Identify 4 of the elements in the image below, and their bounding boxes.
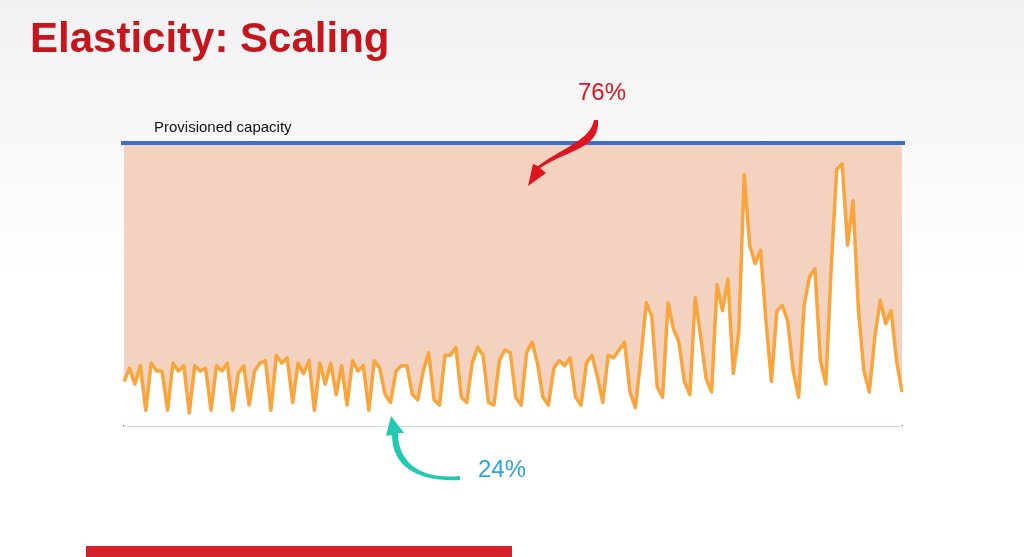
chart-title: Elasticity: Scaling [30, 14, 390, 62]
text: 24% [478, 455, 527, 483]
text: 76% [578, 78, 627, 106]
ref-line-label: Provisioned capacity [154, 117, 293, 135]
